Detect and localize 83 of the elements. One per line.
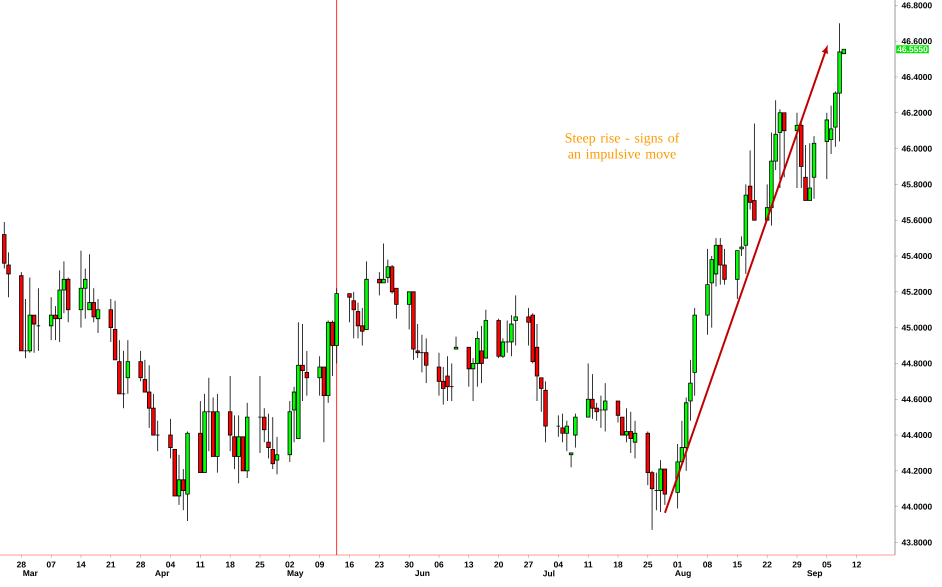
y-tick-label: 44.4000 [902,432,932,438]
x-tick-label: 04 [554,562,563,568]
y-tick-label: 45.8000 [902,181,932,188]
candlestick [722,248,727,286]
y-tick-label: 45.2000 [902,288,932,295]
y-tick-label: 46.8000 [902,2,932,8]
candlestick [718,238,722,286]
x-tick-label: 12 [852,562,862,568]
candlestick [560,413,565,443]
candlestick [436,352,442,396]
x-tick-label: 08 [703,562,712,568]
candlestick [274,436,280,475]
y-tick-label: 46.0000 [902,146,932,152]
annotation: Steep rise - signs of an impulsive move [566,132,680,162]
y-tick-label: 45.4000 [902,253,932,260]
candlestick [658,460,663,512]
candlestick [381,243,386,284]
text: May [288,570,304,578]
candlestick [632,420,638,459]
y-tick-label: 46.4000 [902,74,932,80]
y-tick-label: 46.2000 [902,110,932,116]
x-tick-label: 25 [256,562,264,568]
text: Aug [675,570,691,578]
x-tick-label: 29 [792,562,802,568]
x-tick-label: 11 [196,562,205,568]
y-tick-label: 44.6000 [902,396,932,402]
x-tick-label: 02 [285,562,294,568]
candlestick [356,302,360,339]
candlestick [509,314,514,357]
x-tick-label: 30 [404,562,414,568]
x-tick-label: 21 [106,562,116,568]
x-tick-label: 22 [762,562,772,568]
candlestick [573,413,578,448]
candlestick [377,272,382,296]
candlestick [352,291,356,339]
candlestick [752,123,757,221]
x-tick-label: 06 [434,562,444,568]
x-tick-label: 27 [524,562,533,568]
candlestick [236,414,241,484]
y-tick-label: 45.0000 [902,324,932,331]
y-tick-label: 44.0000 [902,504,932,510]
x-tick-label: 23 [374,562,384,568]
y-tick-label: 44.2000 [902,468,932,474]
candlestick [454,336,458,350]
x-tick-label: 01 [673,562,682,568]
x-tick-label: 13 [464,562,474,568]
x-tick-label: 14 [76,562,86,568]
x-tick-label: 09 [315,562,324,568]
text: Jun [414,570,430,576]
y-tick-label: 45.6000 [902,217,932,224]
x-tick-label: 04 [166,562,176,568]
x-tick-label: 05 [822,562,832,568]
text: Mar [23,570,38,576]
candlestick [96,298,100,334]
candlestick [48,296,54,341]
candlestick [78,250,84,328]
candlestick [590,374,595,420]
x-tick-label: 25 [643,562,652,568]
x-tick-label: 07 [46,562,56,568]
y-tick-label: 44.8000 [902,360,932,366]
candlestick [603,382,608,432]
x-tick-label: 18 [226,562,235,568]
candlestick [347,293,352,323]
candlestick [108,298,113,342]
y-tick-label: 43.8000 [902,539,932,546]
x-tick-label: 11 [584,562,592,568]
x-tick-label: 18 [614,562,622,568]
candlestick [424,338,428,384]
candlestick [317,356,322,396]
text: Jul [542,570,554,576]
x-tick-label: 28 [16,562,26,568]
text: Sep [807,570,822,578]
y-tick-label: 46.6000 [902,38,932,44]
x-tick-label: 16 [345,562,354,568]
text: 46.5550 [897,46,928,52]
candlestick [445,356,450,402]
x-tick-label: 15 [733,562,742,568]
text: Apr [155,570,170,578]
x-tick-label: 20 [494,562,504,568]
candlestick [586,363,590,418]
candlestick [568,452,574,468]
x-tick-label: 28 [136,562,146,568]
candlestick [624,408,629,443]
